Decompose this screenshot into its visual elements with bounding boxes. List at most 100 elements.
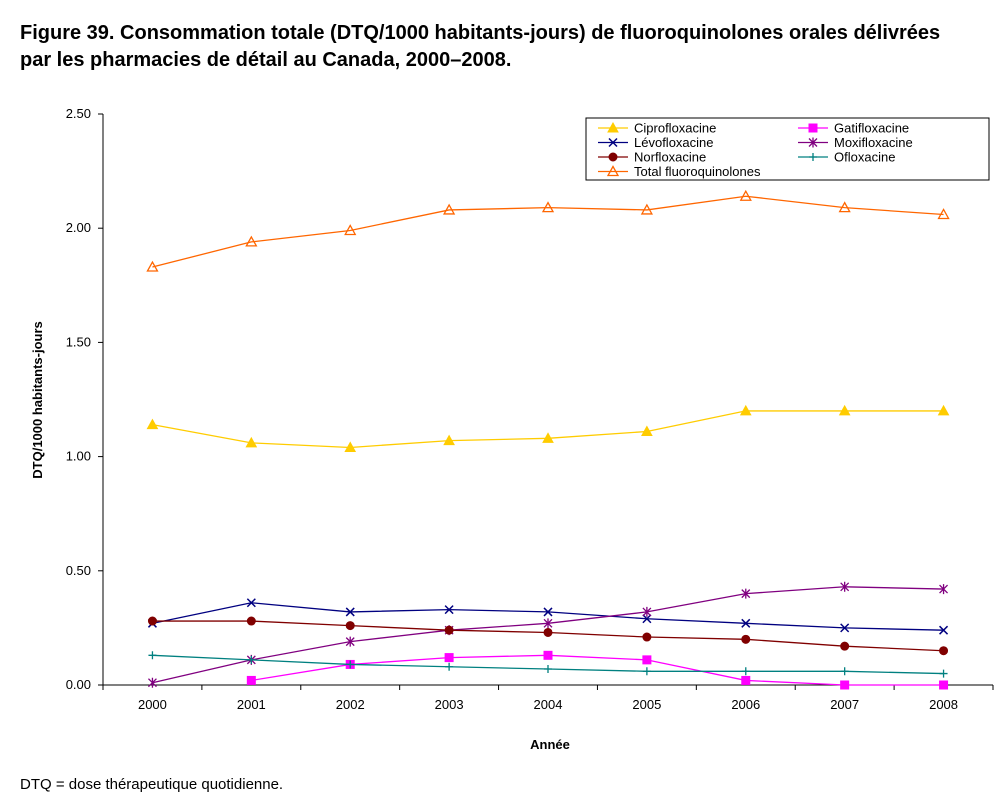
data-point bbox=[247, 655, 256, 664]
legend-item: Ciprofloxacine bbox=[598, 121, 716, 136]
data-point bbox=[543, 607, 553, 617]
data-point bbox=[939, 625, 949, 635]
x-tick-label: 2006 bbox=[731, 697, 760, 712]
legend-marker bbox=[808, 137, 818, 148]
chart-legend: Ciprofloxacine Gatifloxacine Lévofloxacine… bbox=[585, 117, 990, 181]
data-point bbox=[640, 203, 653, 215]
data-point bbox=[246, 598, 256, 608]
data-point bbox=[642, 632, 652, 642]
x-tick-label: 2003 bbox=[435, 697, 464, 712]
data-point bbox=[741, 667, 750, 676]
data-point bbox=[739, 189, 752, 201]
legend-marker bbox=[809, 153, 817, 161]
data-point bbox=[939, 680, 949, 690]
data-point bbox=[641, 425, 653, 436]
legend-item: Moxifloxacine bbox=[798, 135, 913, 150]
data-point bbox=[246, 675, 256, 685]
legend-marker bbox=[607, 121, 619, 133]
data-point bbox=[642, 614, 652, 624]
series-norfloxacine bbox=[147, 616, 949, 656]
data-point bbox=[444, 625, 454, 635]
data-point bbox=[741, 634, 751, 644]
y-axis-label: DTQ/1000 habitants-jours bbox=[30, 321, 45, 478]
series-total-fluoroquinolones bbox=[146, 189, 950, 272]
data-point bbox=[445, 662, 454, 671]
data-point bbox=[444, 653, 454, 663]
data-point bbox=[146, 260, 159, 272]
data-point bbox=[444, 605, 454, 615]
y-tick-label: 1.00 bbox=[66, 449, 91, 464]
footnote: DTQ = dose thérapeutique quotidienne. bbox=[20, 776, 284, 793]
x-tick-label: 2004 bbox=[534, 697, 563, 712]
legend-label: Ciprofloxacine bbox=[634, 121, 716, 136]
data-point bbox=[840, 680, 850, 690]
data-point bbox=[937, 208, 950, 220]
series-line bbox=[152, 195, 944, 268]
legend-item: Norfloxacine bbox=[598, 150, 706, 165]
data-point bbox=[147, 616, 157, 626]
data-point bbox=[345, 636, 355, 647]
data-point bbox=[939, 669, 948, 678]
x-axis-label: Année bbox=[530, 737, 570, 752]
data-point bbox=[542, 432, 554, 443]
chart-title: Figure 39. Consommation totale (DTQ/1000… bbox=[20, 20, 995, 74]
data-point bbox=[344, 441, 357, 452]
data-point bbox=[148, 651, 157, 660]
legend-item: Gatifloxacine bbox=[798, 121, 909, 136]
series-levofloxacine bbox=[147, 598, 949, 635]
legend-label: Total fluoroquinolones bbox=[634, 164, 761, 179]
y-tick-label: 1.50 bbox=[66, 334, 91, 349]
legend-marker bbox=[608, 152, 618, 162]
legend-marker bbox=[608, 137, 618, 148]
data-point bbox=[146, 418, 159, 430]
series-line bbox=[251, 654, 944, 686]
legend-label: Lévofloxacine bbox=[634, 135, 714, 150]
legend-label: Norfloxacine bbox=[634, 150, 706, 165]
data-point bbox=[840, 623, 850, 633]
series-ciprofloxacine bbox=[146, 404, 950, 452]
data-point bbox=[838, 404, 851, 416]
chart-series bbox=[146, 189, 950, 690]
data-point bbox=[344, 224, 357, 236]
data-point bbox=[346, 660, 355, 669]
data-point bbox=[937, 404, 950, 416]
chart-title-line-2: par les pharmacies de détail au Canada, … bbox=[20, 49, 512, 71]
data-point bbox=[541, 201, 555, 213]
data-point bbox=[741, 618, 751, 628]
data-point bbox=[443, 203, 456, 215]
data-point bbox=[245, 436, 258, 448]
data-point bbox=[642, 667, 651, 676]
legend-marker bbox=[808, 123, 818, 133]
data-point bbox=[741, 675, 751, 685]
data-point bbox=[939, 584, 949, 595]
legend-label: Moxifloxacine bbox=[834, 135, 913, 150]
legend-box bbox=[585, 117, 990, 181]
data-point bbox=[741, 588, 751, 599]
data-point bbox=[838, 201, 851, 213]
y-tick-label: 0.50 bbox=[66, 563, 91, 578]
y-tick-label: 2.00 bbox=[66, 220, 91, 235]
data-point bbox=[544, 665, 552, 674]
x-tick-label: 2002 bbox=[336, 697, 365, 712]
data-point bbox=[443, 434, 455, 446]
legend-marker bbox=[606, 165, 620, 177]
legend-item: Ofloxacine bbox=[798, 150, 895, 165]
data-point bbox=[345, 607, 355, 617]
chart-title-line-1: Figure 39. Consommation totale (DTQ/1000… bbox=[20, 22, 941, 44]
x-tick-label: 2007 bbox=[830, 697, 859, 712]
data-point bbox=[543, 618, 553, 629]
x-tick-label: 2008 bbox=[929, 697, 958, 712]
x-tick-label: 2005 bbox=[632, 697, 661, 712]
legend-label: Gatifloxacine bbox=[834, 121, 909, 136]
legend-label: Ofloxacine bbox=[834, 150, 895, 165]
data-point bbox=[245, 235, 258, 247]
x-tick-label: 2000 bbox=[138, 697, 167, 712]
data-point bbox=[739, 404, 752, 416]
data-point bbox=[642, 606, 652, 617]
x-tick-label: 2001 bbox=[237, 697, 266, 712]
y-tick-label: 0.00 bbox=[66, 677, 91, 692]
data-point bbox=[642, 655, 652, 665]
data-point bbox=[840, 667, 849, 676]
data-point bbox=[543, 627, 553, 637]
